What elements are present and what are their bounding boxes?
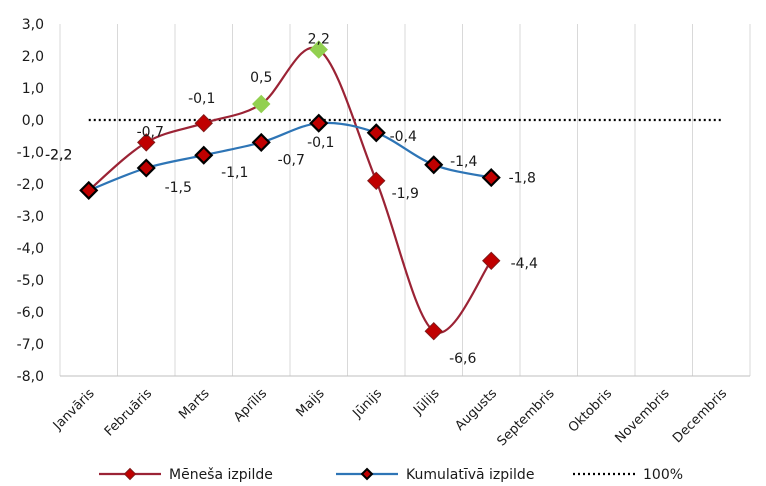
legend-swatch-marker: [123, 467, 137, 481]
y-tick-label: -3,0: [17, 209, 44, 225]
data-label-meneša-izpilde: -6,6: [449, 351, 476, 367]
x-tick-label: Jūlijs: [410, 386, 442, 418]
point-kumulativa-izpilde: [481, 168, 501, 188]
point-meneša-izpilde: [367, 171, 386, 191]
legend-label: Mēneša izpilde: [169, 467, 273, 483]
point-kumulativa-izpilde: [424, 155, 444, 175]
y-tick-label: -5,0: [17, 273, 44, 289]
legend-item-kumulativa-izpilde: Kumulatīvā izpilde: [336, 467, 534, 483]
x-tick-label: Novembris: [612, 386, 672, 446]
x-tick-label: Janvāris: [50, 386, 98, 434]
data-label-meneša-izpilde: -0,7: [137, 124, 164, 140]
x-tick-label: Februāris: [102, 386, 155, 439]
data-label-kumulativa-izpilde: -0,4: [390, 129, 417, 145]
y-tick-label: -1,0: [17, 145, 44, 161]
point-meneša-izpilde: [194, 113, 213, 133]
y-tick-label: 0,0: [22, 113, 44, 129]
data-label-kumulativa-izpilde: -2,2: [45, 147, 72, 163]
y-tick-label: -8,0: [17, 369, 44, 385]
y-axis: 3,0 2,0 1,0 0,0 -1,0 -2,0 -3,0 -4,0 -5,0 -6,0 -7,0…: [17, 17, 44, 385]
point-meneša-izpilde: [309, 40, 328, 59]
y-tick-label: 3,0: [22, 17, 44, 33]
x-tick-label: Aprīlis: [231, 386, 270, 425]
x-tick-label: Marts: [176, 386, 213, 423]
legend: Mēneša izpilde Kumulatīvā izpilde 100%: [99, 467, 683, 483]
data-label-kumulativa-izpilde: -1,1: [221, 165, 248, 181]
x-tick-label: Oktobris: [566, 386, 616, 436]
data-label-meneša-izpilde: 2,2: [308, 32, 330, 48]
data-label-kumulativa-izpilde: -0,1: [307, 135, 334, 151]
point-meneša-izpilde: [482, 251, 501, 271]
data-label-meneša-izpilde: -1,9: [392, 186, 419, 202]
plot-series: -2,2-0,7-0,10,52,2-1,9-6,6-4,4-2,2-1,5-1…: [45, 32, 722, 367]
x-axis: Janvāris Februāris Marts Aprīlis Maijs Jūnijs…: [50, 386, 730, 449]
point-meneša-izpilde: [252, 94, 271, 114]
y-tick-label: 1,0: [22, 81, 44, 97]
data-label-meneša-izpilde: 0,5: [250, 70, 272, 86]
point-kumulativa-izpilde: [79, 180, 99, 200]
x-tick-label: Decembris: [670, 386, 730, 446]
data-label-meneša-izpilde: -0,1: [188, 91, 215, 107]
point-meneša-izpilde: [137, 133, 156, 152]
point-meneša-izpilde: [424, 321, 443, 341]
point-kumulativa-izpilde: [136, 158, 156, 178]
legend-item-100: 100%: [573, 467, 683, 483]
y-tick-label: -4,0: [17, 241, 44, 257]
point-kumulativa-izpilde: [251, 132, 271, 152]
legend-label: 100%: [643, 467, 683, 483]
x-tick-label: Jūnijs: [350, 386, 386, 422]
data-label-kumulativa-izpilde: -1,8: [509, 171, 536, 187]
point-kumulativa-izpilde: [309, 113, 329, 133]
point-kumulativa-izpilde: [366, 123, 386, 143]
x-tick-label: Septembris: [494, 386, 557, 449]
legend-label: Kumulatīvā izpilde: [406, 467, 534, 483]
data-label-kumulativa-izpilde: -1,4: [450, 154, 477, 170]
y-tick-label: -2,0: [17, 177, 44, 193]
legend-swatch-marker: [360, 467, 374, 481]
y-tick-label: -7,0: [17, 337, 44, 353]
grid-lines: [59, 24, 751, 377]
data-label-kumulativa-izpilde: -1,5: [165, 180, 192, 196]
data-label-meneša-izpilde: -4,4: [511, 256, 538, 272]
y-tick-label: -6,0: [17, 305, 44, 321]
point-kumulativa-izpilde: [194, 145, 214, 165]
x-tick-label: Augusts: [453, 386, 501, 434]
y-tick-label: 2,0: [22, 49, 44, 65]
legend-item-meneša-izpilde: Mēneša izpilde: [99, 467, 273, 483]
data-label-meneša-izpilde: -2,2: [45, 147, 72, 163]
data-label-kumulativa-izpilde: -0,7: [278, 152, 305, 168]
x-tick-label: Maijs: [294, 386, 328, 420]
